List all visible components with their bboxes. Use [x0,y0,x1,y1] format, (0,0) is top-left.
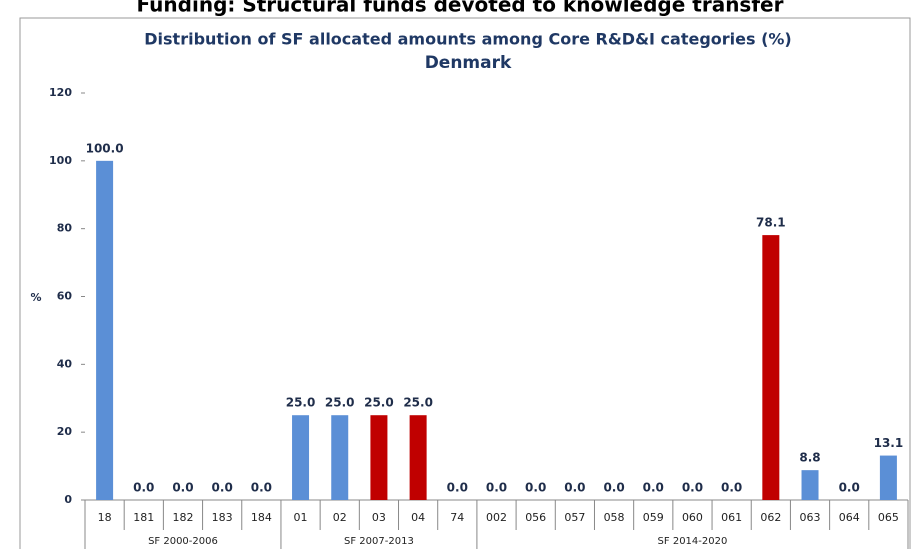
value-label: 0.0 [564,481,585,495]
value-label: 0.0 [251,481,272,495]
x-tick-label: 02 [333,511,347,524]
x-tick-label: 059 [643,511,664,524]
value-label: 0.0 [682,481,703,495]
chart-title: Distribution of SF allocated amounts amo… [144,30,792,49]
value-label: 0.0 [212,481,233,495]
value-label: 13.1 [874,436,904,450]
y-tick-label: 40 [57,357,73,370]
x-tick-label: 056 [525,511,546,524]
value-label: 0.0 [643,481,664,495]
value-label: 100.0 [86,141,124,155]
value-label: 0.0 [447,481,468,495]
bar [96,160,114,501]
value-label: 0.0 [839,481,860,495]
x-tick-label: 063 [800,511,821,524]
x-tick-label: 181 [133,511,154,524]
x-tick-label: 062 [760,511,781,524]
chart-frame [19,17,911,549]
x-tick-label: 061 [721,511,742,524]
chart-subtitle: Denmark [425,53,512,73]
group-label: SF 2007-2013 [344,536,414,547]
value-label: 0.0 [133,481,154,495]
y-tick-label: 0 [64,493,72,506]
x-tick-label: 18 [98,511,112,524]
y-tick-label: 100 [49,154,72,167]
value-label: 0.0 [721,481,742,495]
value-label: 25.0 [364,396,394,410]
bar [331,415,349,500]
x-tick-label: 182 [172,511,193,524]
x-tick-label: 03 [372,511,386,524]
bar [762,235,780,500]
x-tick-label: 057 [564,511,585,524]
value-label: 0.0 [603,481,624,495]
bar [292,415,310,500]
value-label: 0.0 [486,481,507,495]
x-tick-label: 183 [212,511,233,524]
bar [370,415,388,500]
x-tick-label: 064 [839,511,860,524]
group-label: SF 2014-2020 [658,536,728,547]
x-tick-label: 184 [251,511,272,524]
x-tick-label: 04 [411,511,425,524]
value-label: 8.8 [799,451,820,465]
page-heading: Funding: Structural funds devoted to kno… [137,0,784,17]
y-tick-label: 20 [57,425,73,438]
value-label: 25.0 [403,396,433,410]
value-label: 78.1 [756,216,786,230]
y-axis-label: % [30,291,41,304]
bar [801,470,819,500]
value-label: 25.0 [325,396,355,410]
value-label: 25.0 [286,396,316,410]
y-tick-label: 60 [57,290,73,303]
y-tick-label: 80 [57,222,73,235]
x-tick-label: 065 [878,511,899,524]
x-tick-label: 060 [682,511,703,524]
y-tick-label: 120 [49,86,72,99]
bar [879,455,897,500]
bar [409,415,427,500]
x-tick-label: 002 [486,511,507,524]
x-tick-label: 74 [450,511,464,524]
x-tick-label: 01 [294,511,308,524]
value-label: 0.0 [525,481,546,495]
x-tick-label: 058 [604,511,625,524]
value-label: 0.0 [172,481,193,495]
group-label: SF 2000-2006 [148,536,218,547]
